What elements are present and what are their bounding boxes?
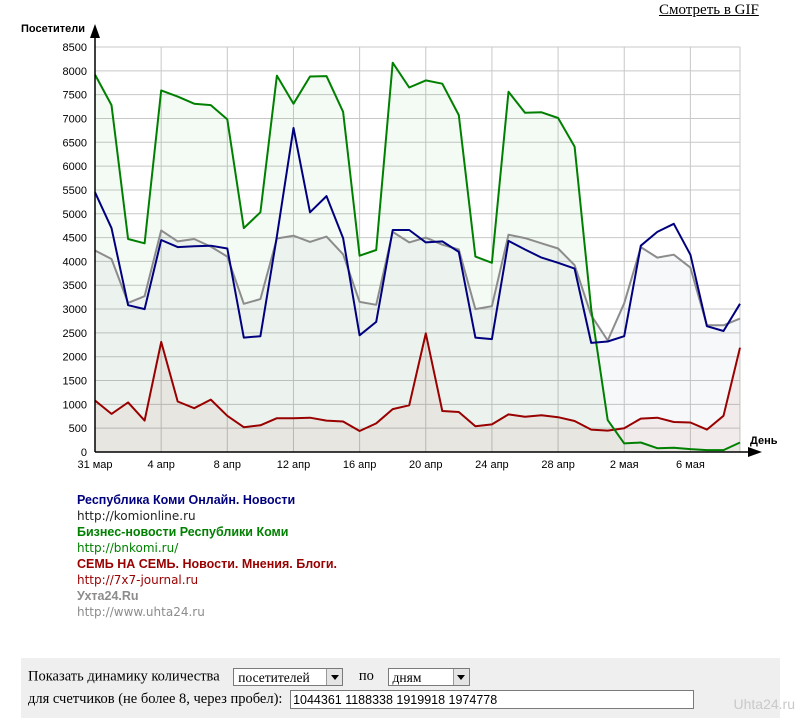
x-tick-label: 4 апр	[147, 459, 174, 471]
dynamics-row: Показать динамику количества посетителей…	[28, 668, 470, 686]
chart-area-fills	[95, 62, 740, 452]
visitors-line-chart: 0 500 1000 1500 2000 2500 3000 3500 4000 4500 5000…	[21, 23, 778, 471]
counters-label: для счетчиков (не более 8, через пробел)…	[28, 690, 283, 707]
legend-name: СЕМЬ НА СЕМЬ. Новости. Мнения. Блоги.	[77, 557, 337, 571]
y-tick-label: 6500	[63, 137, 87, 149]
series-line	[94, 229, 741, 342]
y-tick-label: 3500	[63, 280, 87, 292]
x-tick-label: 28 апр	[541, 459, 574, 471]
series-line	[94, 332, 741, 432]
legend-url: http://www.uhta24.ru	[77, 605, 205, 619]
chart-legend: Республика Коми Онлайн. Новости http://k…	[77, 492, 337, 620]
y-axis-arrow-icon	[90, 24, 100, 38]
y-tick-label: 2500	[63, 328, 87, 340]
legend-name: Ухта24.Ru	[77, 589, 139, 603]
series-line	[94, 61, 741, 452]
metric-select-value: посетителей	[238, 670, 310, 685]
chart-controls-panel: Показать динамику количества посетителей…	[21, 658, 780, 718]
x-tick-label: 12 апр	[277, 459, 310, 471]
legend-item-komionline: Республика Коми Онлайн. Новости http://k…	[77, 492, 337, 524]
chevron-down-icon[interactable]	[326, 669, 343, 685]
y-axis-title: Посетители	[21, 23, 85, 35]
legend-name: Республика Коми Онлайн. Новости	[77, 493, 296, 507]
x-axis-arrow-icon	[748, 447, 762, 457]
y-tick-label: 8500	[63, 42, 87, 54]
legend-name: Бизнес-новости Республики Коми	[77, 525, 289, 539]
chevron-down-icon[interactable]	[452, 669, 469, 685]
metric-select[interactable]: посетителей	[233, 668, 344, 686]
y-tick-label: 1500	[63, 376, 87, 388]
x-tick-label: 20 апр	[409, 459, 442, 471]
y-tick-label: 500	[69, 423, 87, 435]
legend-item-uhta24: Ухта24.Ru http://www.uhta24.ru	[77, 588, 337, 620]
x-tick-label: 31 мар	[77, 459, 112, 471]
y-tick-label: 1000	[63, 399, 87, 411]
y-tick-label: 4000	[63, 256, 87, 268]
chart-tick-labels: 0 500 1000 1500 2000 2500 3000 3500 4000 4500 5000…	[63, 42, 705, 471]
x-tick-label: 8 апр	[214, 459, 241, 471]
y-tick-label: 6000	[63, 161, 87, 173]
y-tick-label: 8000	[63, 66, 87, 78]
legend-item-bnkomi: Бизнес-новости Республики Коми http://bn…	[77, 524, 337, 556]
y-tick-label: 7000	[63, 113, 87, 125]
y-tick-label: 5500	[63, 185, 87, 197]
by-label: по	[358, 668, 374, 685]
legend-item-7x7: СЕМЬ НА СЕМЬ. Новости. Мнения. Блоги. ht…	[77, 556, 337, 588]
series-area-fill	[95, 62, 740, 452]
y-tick-label: 4500	[63, 233, 87, 245]
y-tick-label: 2000	[63, 352, 87, 364]
period-select[interactable]: дням	[387, 668, 470, 686]
x-tick-label: 16 апр	[343, 459, 376, 471]
y-tick-label: 7500	[63, 90, 87, 102]
legend-url: http://komionline.ru	[77, 509, 196, 523]
view-gif-link[interactable]: Смотреть в GIF	[659, 2, 759, 18]
x-axis-title: День	[750, 435, 778, 447]
x-tick-label: 24 апр	[475, 459, 508, 471]
legend-url: http://bnkomi.ru/	[77, 541, 179, 555]
counters-input[interactable]: 1044361 1188338 1919918 1974778	[290, 690, 695, 709]
series-area-fill	[95, 333, 740, 452]
x-tick-label: 6 мая	[676, 459, 705, 471]
chart-series-lines	[94, 61, 741, 452]
y-tick-label: 5000	[63, 209, 87, 221]
chart-axes	[90, 24, 762, 457]
series-line	[94, 127, 741, 344]
legend-url: http://7x7-journal.ru	[77, 573, 199, 587]
y-tick-label: 0	[81, 447, 87, 459]
show-dynamics-label: Показать динамику количества	[28, 668, 220, 685]
y-tick-label: 3000	[63, 304, 87, 316]
watermark: Uhta24.ru	[733, 696, 795, 712]
period-select-value: дням	[392, 670, 422, 685]
x-tick-label: 2 мая	[610, 459, 639, 471]
chart-grid	[95, 46, 741, 452]
counters-row: для счетчиков (не более 8, через пробел)…	[28, 690, 695, 709]
